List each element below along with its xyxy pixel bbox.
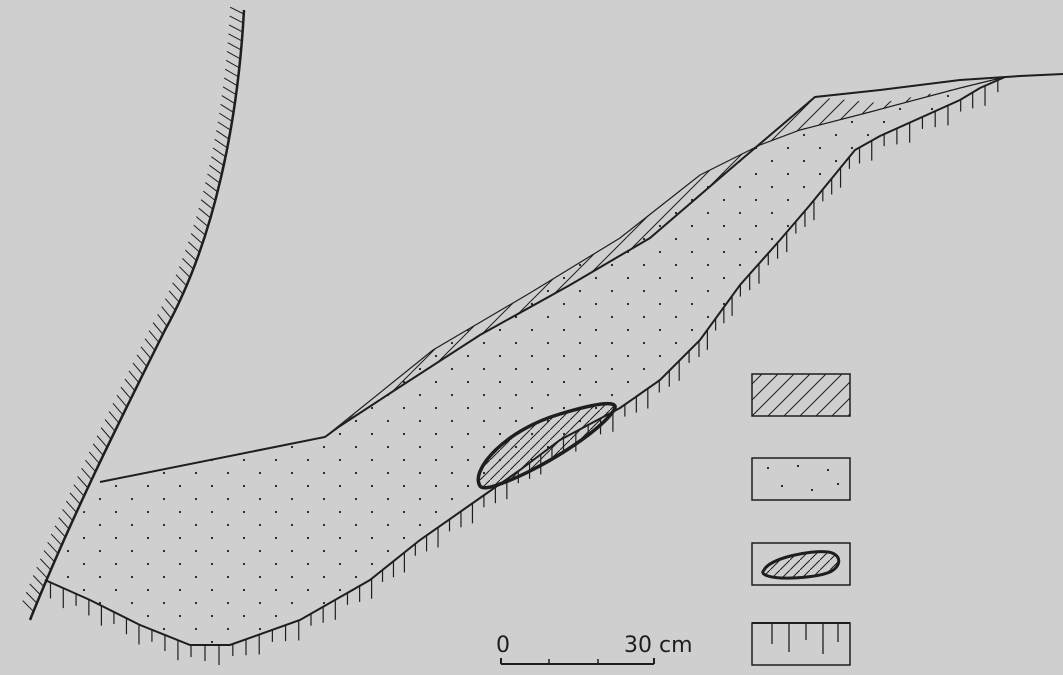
scale-bar: 0 30 cm (496, 633, 693, 665)
rock-wall-hatch-stroke (222, 86, 237, 96)
rock-wall-hatch-stroke (227, 42, 242, 51)
rock-wall-hatch-stroke (22, 600, 34, 612)
bedrock-tick-marks (49, 80, 999, 665)
rock-wall-hatch-stroke (193, 224, 206, 236)
rock-wall-hatch-stroke (128, 370, 140, 383)
rock-wall-hatch-stroke (200, 199, 214, 210)
rock-wall-hatch-stroke (36, 566, 48, 579)
rock-wall-hatch-stroke (39, 558, 52, 571)
legend (751, 373, 851, 666)
rock-wall-hatch-stroke (178, 266, 191, 278)
rock-wall-hatch-stroke (228, 33, 243, 42)
rock-wall-hatch-stroke (54, 525, 66, 538)
rock-wall-hatch-stroke (207, 173, 220, 184)
rock-wall-hatch-stroke (205, 182, 218, 193)
rock-wall-hatch-stroke (210, 156, 224, 166)
diagonal-hatch-icon (751, 373, 851, 417)
rock-wall-hatch-stroke (216, 130, 230, 140)
rock-wall-hatch-stroke (168, 290, 180, 303)
rock-wall-hatch-stroke (85, 459, 96, 472)
rock-wall-hatch-stroke (161, 306, 172, 319)
rock-wall-hatch-stroke (221, 95, 236, 104)
rock-wall-hatch-stroke (217, 121, 231, 131)
rock-wall-hatch-stroke (229, 6, 244, 15)
rock-wall-hatch-stroke (43, 550, 55, 563)
rock-wall-hatch-stroke (69, 492, 81, 505)
rock-wall-hatch-stroke (96, 435, 108, 448)
rock-wall-hatch-stroke (228, 24, 243, 33)
rock-wall-hatch-stroke (185, 249, 197, 261)
rock-wall-hatch-stroke (218, 112, 233, 122)
dotted-deposit-layer (45, 77, 1005, 645)
scale-bar-end-label: 30 cm (624, 633, 693, 658)
rock-wall-hatch-stroke (157, 313, 168, 327)
rock-wall-hatch-stroke (120, 386, 132, 400)
rock-wall-hatch-stroke (92, 443, 104, 456)
rock-wall-hatching (22, 6, 244, 612)
rock-wall-hatch-stroke (175, 274, 187, 287)
rock-wall-hatch-stroke (172, 282, 184, 295)
rock-wall-hatch-stroke (100, 427, 112, 440)
rock-wall-hatch-stroke (224, 68, 239, 78)
rock-wall-hatch-stroke (223, 77, 238, 87)
rock-wall-hatch-stroke (29, 583, 41, 596)
rock-wall-hatch-stroke (165, 298, 176, 311)
lens-inclusion (476, 401, 617, 490)
rock-wall-hatch-stroke (212, 147, 226, 158)
rock-wall-hatch-stroke (182, 258, 194, 270)
rock-wall-hatch-stroke (140, 346, 152, 359)
rock-wall-hatch-stroke (190, 233, 203, 245)
rock-wall-hatch-stroke (81, 467, 92, 481)
rock-wall-hatch-stroke (195, 216, 209, 227)
dot-stipple-icon (751, 457, 851, 501)
rock-wall-hatch-stroke (220, 103, 234, 113)
rock-wall-hatch-stroke (136, 354, 148, 367)
lens-inclusion-icon (751, 542, 851, 586)
rock-wall-hatch-stroke (152, 322, 164, 335)
rock-wall-hatch-stroke (88, 451, 100, 464)
rock-wall-hatch-stroke (209, 164, 223, 175)
rock-wall-hatch-stroke (73, 484, 85, 497)
rock-wall-hatch-stroke (25, 591, 38, 604)
rock-wall-hatch-stroke (148, 330, 160, 343)
rock-wall-hatch-stroke (50, 533, 62, 546)
rock-wall-hatch-stroke (108, 411, 120, 424)
rock-wall-hatch-stroke (116, 394, 128, 408)
rock-wall-hatch-stroke (124, 378, 136, 391)
rock-wall-hatch-stroke (187, 241, 200, 253)
rock-wall-hatch-stroke (144, 338, 156, 351)
rock-wall-hatch-stroke (104, 419, 116, 432)
rock-wall-line (28, 9, 246, 621)
rock-wall-hatch-stroke (62, 508, 74, 521)
rock-wall-hatch-stroke (202, 190, 216, 201)
ground-surface-line (99, 73, 1063, 483)
rock-wall-hatch-stroke (77, 476, 89, 489)
vertical-tick-icon (751, 622, 851, 666)
scale-bar-start-label: 0 (496, 633, 510, 658)
rock-wall-hatch-stroke (229, 15, 244, 24)
rock-wall-hatch-stroke (214, 138, 228, 149)
rock-wall-hatch-stroke (47, 541, 59, 554)
rock-wall-hatch-stroke (58, 517, 70, 530)
layer-boundary-line (324, 76, 1006, 438)
rock-wall-hatch-stroke (226, 51, 241, 60)
rock-wall-hatch-stroke (225, 59, 240, 69)
rock-wall-hatch-stroke (65, 500, 77, 513)
rock-wall-hatch-stroke (32, 575, 45, 587)
rock-wall-hatch-stroke (112, 402, 124, 416)
rock-wall-hatch-stroke (198, 207, 211, 219)
rock-wall-hatch-stroke (132, 362, 144, 375)
